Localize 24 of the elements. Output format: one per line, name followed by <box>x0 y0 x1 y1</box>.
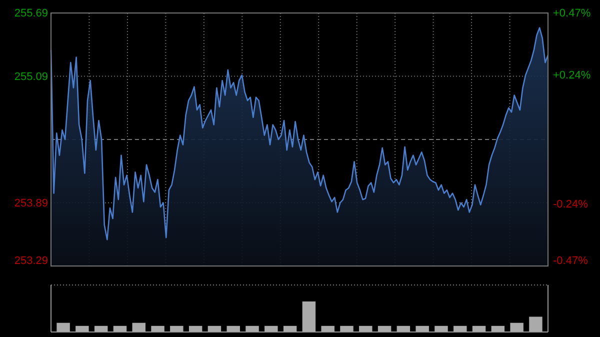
bar <box>151 326 164 332</box>
bar <box>132 322 146 332</box>
y-tick-label: 253.29 <box>14 254 48 267</box>
y2-tick-label: -0.24% <box>553 198 588 211</box>
bar <box>264 326 278 332</box>
bar <box>76 326 89 332</box>
bar <box>510 322 524 332</box>
bar <box>56 322 70 332</box>
y-tick-label: 253.89 <box>14 197 48 210</box>
bar <box>170 326 184 332</box>
bar <box>302 301 316 332</box>
y-tick-label: 255.69 <box>14 8 48 20</box>
bar <box>321 326 334 332</box>
y2-tick-label: -0.47% <box>553 254 588 267</box>
y2-tick-label: +0.47% <box>553 8 591 20</box>
y-tick-label: 255.09 <box>14 70 48 83</box>
y2-tick-label: +0.24% <box>553 69 591 82</box>
bar <box>246 326 259 332</box>
bar <box>416 326 429 332</box>
bar <box>226 326 240 332</box>
bar <box>359 326 372 332</box>
bar <box>434 326 448 332</box>
bar <box>340 326 354 332</box>
bar <box>529 316 542 332</box>
